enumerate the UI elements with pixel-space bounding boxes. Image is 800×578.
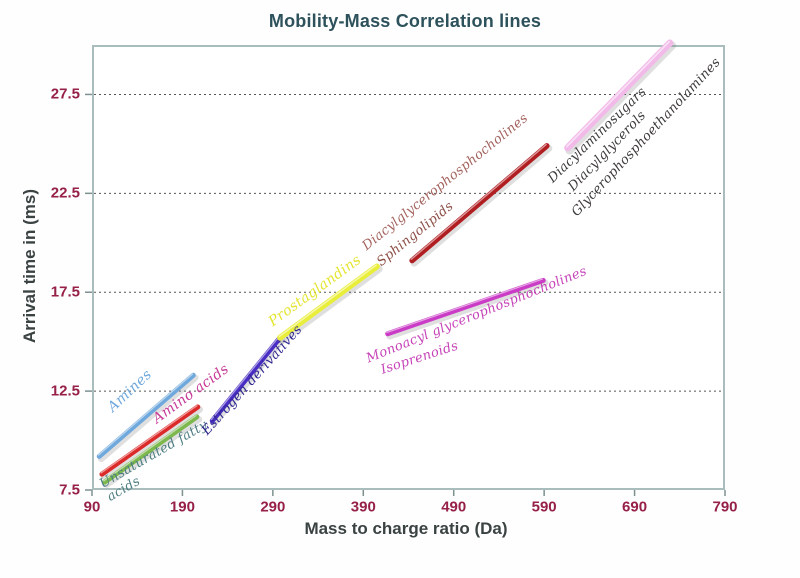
x-tick-label: 90 [83, 498, 101, 516]
y-tick-label: 12.5 [50, 382, 80, 400]
x-tick-label: 390 [350, 498, 376, 516]
chart-title: Mobility-Mass Correlation lines [268, 11, 542, 31]
y-axis-title: Arrival time in (ms) [20, 189, 39, 343]
x-tick-label: 690 [622, 498, 648, 516]
y-tick-label: 17.5 [50, 283, 80, 301]
x-tick-label: 190 [169, 498, 195, 516]
x-tick-label: 790 [712, 498, 738, 516]
x-tick-label: 490 [441, 498, 467, 516]
y-tick-label: 7.5 [59, 481, 80, 499]
y-tick-label: 22.5 [50, 184, 80, 202]
x-tick-label: 290 [260, 498, 286, 516]
x-tick-label: 590 [531, 498, 557, 516]
y-tick-label: 27.5 [50, 85, 80, 103]
x-axis-title: Mass to charge ratio (Da) [304, 519, 508, 538]
